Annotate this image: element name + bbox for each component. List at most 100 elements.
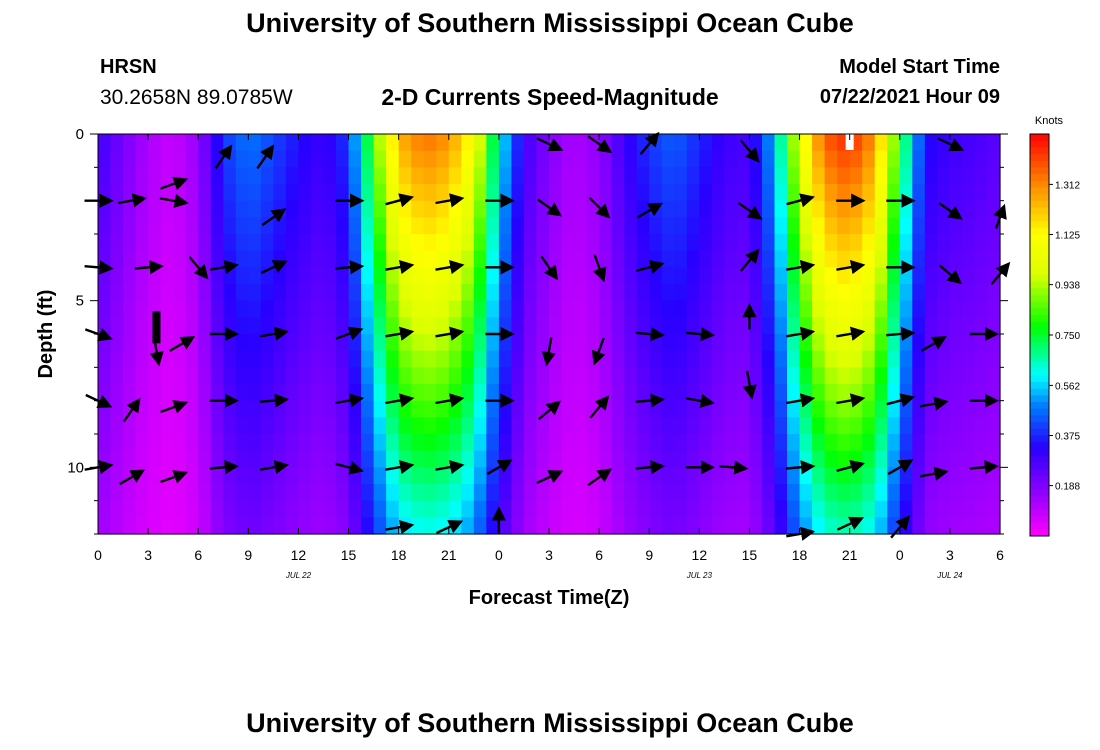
heatmap-cell: [123, 434, 137, 452]
heatmap-cell: [298, 334, 312, 352]
heatmap-cell: [649, 367, 663, 385]
heatmap-cell: [348, 500, 362, 518]
current-vector: [435, 459, 465, 475]
heatmap-cell: [724, 234, 738, 252]
heatmap-cell: [436, 367, 450, 385]
x-tick-label: 12: [291, 547, 307, 563]
heatmap-cell: [373, 350, 387, 368]
heatmap-cell: [511, 150, 525, 168]
colorbar-segment: [1030, 321, 1049, 329]
heatmap-cell: [386, 450, 400, 468]
heatmap-cell: [724, 400, 738, 418]
heatmap-cell: [523, 184, 538, 202]
heatmap-cell: [837, 200, 851, 218]
heatmap-cell: [561, 367, 575, 385]
heatmap-cell: [198, 400, 212, 418]
heatmap-cell: [611, 250, 625, 268]
heatmap-cell: [536, 384, 550, 402]
heatmap-cell: [887, 417, 901, 435]
heatmap-cell: [711, 267, 725, 285]
heatmap-cell: [686, 517, 700, 535]
heatmap-cell: [336, 417, 350, 435]
heatmap-cell: [248, 334, 262, 352]
heatmap-cell: [436, 450, 450, 468]
current-vector: [887, 459, 914, 476]
heatmap-cell: [962, 434, 976, 452]
heatmap-cell: [148, 484, 162, 502]
colorbar-segment: [1030, 368, 1049, 376]
colorbar-segment: [1030, 482, 1049, 490]
heatmap-cell: [185, 484, 199, 502]
heatmap-cell: [210, 484, 224, 502]
heatmap-cell: [611, 317, 625, 335]
heatmap-cell: [912, 167, 926, 185]
x-tick-label: 3: [545, 547, 553, 563]
heatmap-cell: [185, 417, 199, 435]
heatmap-cell: [599, 417, 613, 435]
heatmap-cell: [298, 517, 312, 535]
heatmap-cell: [661, 450, 675, 468]
heatmap-cell: [285, 467, 300, 485]
heatmap-cell: [448, 284, 462, 302]
current-vector: [635, 326, 666, 342]
heatmap-cell: [486, 384, 500, 402]
colorbar-segment: [1030, 234, 1049, 242]
heatmap-cell: [549, 484, 563, 502]
heatmap-cell: [561, 317, 575, 335]
heatmap-cell: [987, 500, 1001, 518]
heatmap-cell: [761, 400, 776, 418]
current-vector: [919, 466, 949, 481]
heatmap-cell: [511, 367, 525, 385]
heatmap-cell: [787, 134, 801, 152]
heatmap-cell: [724, 284, 738, 302]
heatmap-cell: [624, 184, 638, 202]
heatmap-cell: [761, 284, 776, 302]
heatmap-cell: [511, 350, 525, 368]
heatmap-cell: [160, 167, 174, 185]
heatmap-cell: [373, 317, 387, 335]
current-vector: [587, 468, 613, 487]
heatmap-cell: [110, 350, 124, 368]
heatmap-cell: [398, 217, 412, 235]
heatmap-cell: [686, 417, 700, 435]
heatmap-cell: [574, 434, 588, 452]
heatmap-cell: [912, 150, 926, 168]
heatmap-cell: [448, 134, 462, 152]
heatmap-cell: [862, 484, 876, 502]
x-tick-label: 6: [194, 547, 202, 563]
heatmap-cell: [386, 184, 400, 202]
heatmap-cell: [185, 434, 199, 452]
heatmap-cell: [298, 384, 312, 402]
heatmap-cell: [761, 450, 776, 468]
heatmap-cell: [812, 484, 826, 502]
heatmap-cell: [185, 200, 199, 218]
heatmap-cell: [173, 184, 187, 202]
heatmap-cell: [473, 350, 487, 368]
heatmap-cell: [523, 350, 538, 368]
heatmap-cell: [812, 400, 826, 418]
heatmap-cell: [473, 317, 487, 335]
heatmap-cell: [185, 517, 199, 535]
heatmap-cell: [862, 134, 876, 152]
heatmap-cell: [423, 167, 437, 185]
heatmap-cell: [361, 234, 375, 252]
heatmap-cell: [862, 300, 876, 318]
heatmap-cell: [761, 150, 776, 168]
colorbar-segment: [1030, 281, 1049, 289]
heatmap-cell: [636, 167, 650, 185]
heatmap-cell: [436, 467, 450, 485]
heatmap-cell: [310, 400, 325, 418]
heatmap-cell: [185, 150, 199, 168]
current-vector: [635, 393, 666, 408]
heatmap-cell: [949, 350, 964, 368]
current-vector: [117, 193, 148, 208]
heatmap-cell: [148, 234, 162, 252]
heatmap-cell: [912, 300, 926, 318]
heatmap-cell: [974, 217, 989, 235]
heatmap-cell: [987, 300, 1001, 318]
heatmap-cell: [611, 384, 625, 402]
heatmap-cell: [323, 134, 337, 152]
heatmap-cell: [398, 284, 412, 302]
heatmap-cell: [473, 500, 487, 518]
heatmap-cell: [611, 450, 625, 468]
